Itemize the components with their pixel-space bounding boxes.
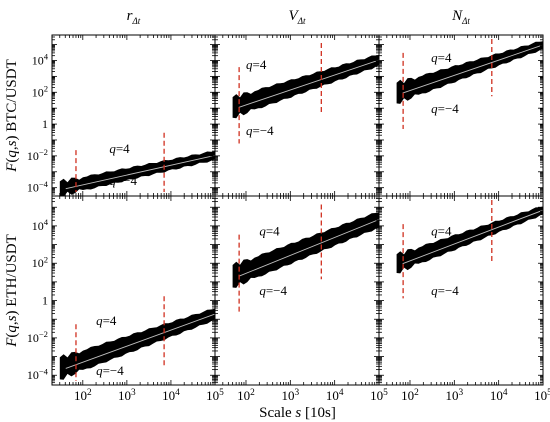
x-tick-label: 103 — [445, 388, 463, 403]
y-tick-label: 10−4 — [27, 179, 49, 195]
column-title-0: rΔt — [127, 8, 141, 26]
label-q4: q=4 — [259, 224, 280, 239]
fluctuation-band — [59, 151, 215, 196]
label-q-minus4: q=−4 — [431, 101, 459, 116]
panel-r0-c0: q=4 q=−4 10−4 10−2 1 102 104 — [27, 34, 216, 197]
x-tick-label: 104 — [162, 388, 180, 403]
column-title-1: VΔt — [289, 8, 306, 26]
panel-frame — [378, 34, 544, 197]
y-tick-label: 104 — [32, 217, 49, 233]
label-q-minus4: q=−4 — [109, 173, 137, 188]
panel-plot-area — [59, 132, 215, 196]
x-tick-label: 102 — [74, 388, 92, 403]
labels-group: rΔt VΔt NΔt F(q,s) BTC/USDT F(q,s) ETH/USDT S… — [4, 8, 470, 421]
label-q-minus4: q=−4 — [96, 363, 124, 378]
label-q-minus4: q=−4 — [246, 123, 274, 138]
y-tick-label: 10−2 — [27, 329, 48, 345]
panel-plot-area — [59, 296, 215, 381]
x-tick-label: 105 — [206, 388, 224, 403]
x-tick-label: 104 — [326, 388, 344, 403]
q0-line — [402, 209, 543, 265]
x-tick-label: 102 — [401, 388, 419, 403]
fluctuation-band — [232, 54, 379, 119]
panel-r0-c2: q=4 q=−4 — [378, 34, 544, 197]
panel-r0-c1: q=4 q=−4 — [214, 34, 380, 197]
panel-plot-area — [396, 200, 543, 299]
q0-line — [238, 59, 379, 108]
panel-r1-c2: q=4 q=−4 102 103 104 105 — [378, 195, 550, 403]
y-tick-label: 10−4 — [27, 366, 49, 382]
label-q-minus4: q=−4 — [259, 283, 287, 298]
row-label-0: F(q,s) BTC/USDT — [4, 59, 20, 173]
q0-line — [402, 44, 543, 94]
panel-plot-area — [232, 43, 379, 144]
panel-r1-c0: q=4 q=−4 102 103 104 105 10−4 10−2 1 102 104 — [27, 195, 224, 403]
x-tick-label: 103 — [281, 388, 299, 403]
panel-plot-area — [232, 204, 379, 313]
x-tick-label: 105 — [534, 388, 550, 403]
y-tick-label: 1 — [42, 117, 48, 131]
label-q4: q=4 — [431, 50, 452, 65]
y-tick-label: 104 — [32, 52, 49, 68]
q0-line — [238, 219, 379, 277]
q0-line — [65, 154, 215, 190]
x-tick-label: 104 — [490, 388, 508, 403]
label-q4: q=4 — [246, 57, 267, 72]
q0-line — [65, 313, 215, 369]
x-tick-label: 103 — [118, 388, 136, 403]
y-tick-label: 102 — [32, 254, 48, 270]
label-q4: q=4 — [431, 224, 452, 239]
label-q-minus4: q=−4 — [431, 283, 459, 298]
label-q4: q=4 — [109, 141, 130, 156]
panels-group: q=4q=−410−410−21102104q=4q=−4q=4q=−4q=4q… — [27, 34, 550, 403]
column-title-2: NΔt — [451, 8, 470, 26]
y-tick-label: 10−2 — [27, 147, 48, 163]
panel-r1-c1: q=4 q=−4 102 103 104 105 — [214, 195, 388, 403]
fluctuation-band — [396, 206, 543, 274]
row-label-1: F(q,s) ETH/USDT — [4, 234, 20, 348]
y-tick-label: 102 — [32, 83, 48, 99]
x-tick-label: 102 — [237, 388, 255, 403]
fluctuation-band — [59, 308, 215, 380]
panel-frame — [378, 195, 544, 386]
label-q4: q=4 — [96, 313, 117, 328]
fluctuation-band — [232, 212, 379, 288]
y-tick-label: 1 — [42, 294, 48, 308]
x-tick-label: 105 — [370, 388, 388, 403]
x-axis-label: Scale s [10s] — [259, 405, 336, 421]
fluctuation-band — [396, 41, 543, 104]
panel-plot-area — [396, 39, 543, 130]
